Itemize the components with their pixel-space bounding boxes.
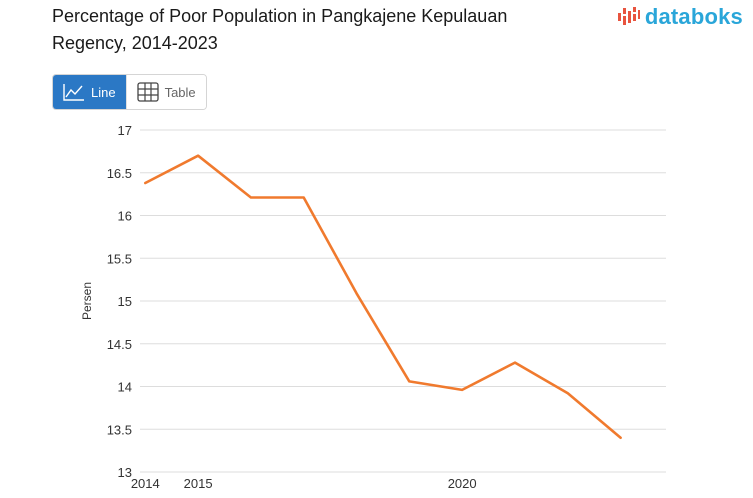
x-tick-label: 2014 [131, 476, 160, 491]
series-line [144, 154, 622, 440]
y-tick-label: 16 [118, 209, 132, 224]
x-tick-label: 2015 [184, 476, 213, 491]
line-view-label: Line [91, 84, 116, 100]
data-point[interactable] [562, 387, 574, 399]
data-point[interactable] [615, 432, 627, 444]
data-point[interactable] [351, 287, 363, 299]
table-icon [136, 82, 159, 102]
y-tick-label: 15.5 [107, 251, 132, 266]
data-point[interactable] [456, 384, 468, 396]
line-chart-icon [63, 84, 84, 101]
y-tick-label: 13 [118, 465, 132, 480]
y-tick-label: 13.5 [107, 422, 132, 437]
view-toggle: Line Table [52, 74, 207, 110]
x-axis-ticks: 2014 2015 2020 [131, 476, 477, 491]
table-view-label: Table [164, 84, 196, 100]
y-tick-label: 16.5 [107, 166, 132, 181]
data-point[interactable] [403, 375, 415, 387]
brand-name: databoks [644, 4, 743, 29]
y-axis-title: Persen [80, 282, 94, 320]
x-tick-label: 2020 [448, 476, 477, 491]
databoks-logo-icon [617, 7, 640, 25]
data-point[interactable] [192, 150, 204, 162]
y-tick-label: 14.5 [107, 337, 132, 352]
data-point[interactable] [139, 177, 151, 189]
line-view-button[interactable]: Line [53, 75, 126, 109]
series [139, 150, 627, 444]
y-tick-label: 17 [118, 123, 132, 138]
data-point[interactable] [298, 192, 310, 204]
brand-logo: databoks [617, 4, 743, 30]
data-point[interactable] [245, 192, 257, 204]
data-point[interactable] [509, 357, 521, 369]
gridlines [140, 129, 666, 473]
y-axis-ticks: 13 13.5 14 14.5 15 15.5 16 16.5 17 [107, 123, 132, 480]
y-tick-label: 14 [118, 380, 132, 395]
y-tick-label: 15 [118, 294, 132, 309]
chart-title: Percentage of Poor Population in Pangkaj… [52, 6, 508, 53]
table-view-button[interactable]: Table [125, 75, 206, 109]
